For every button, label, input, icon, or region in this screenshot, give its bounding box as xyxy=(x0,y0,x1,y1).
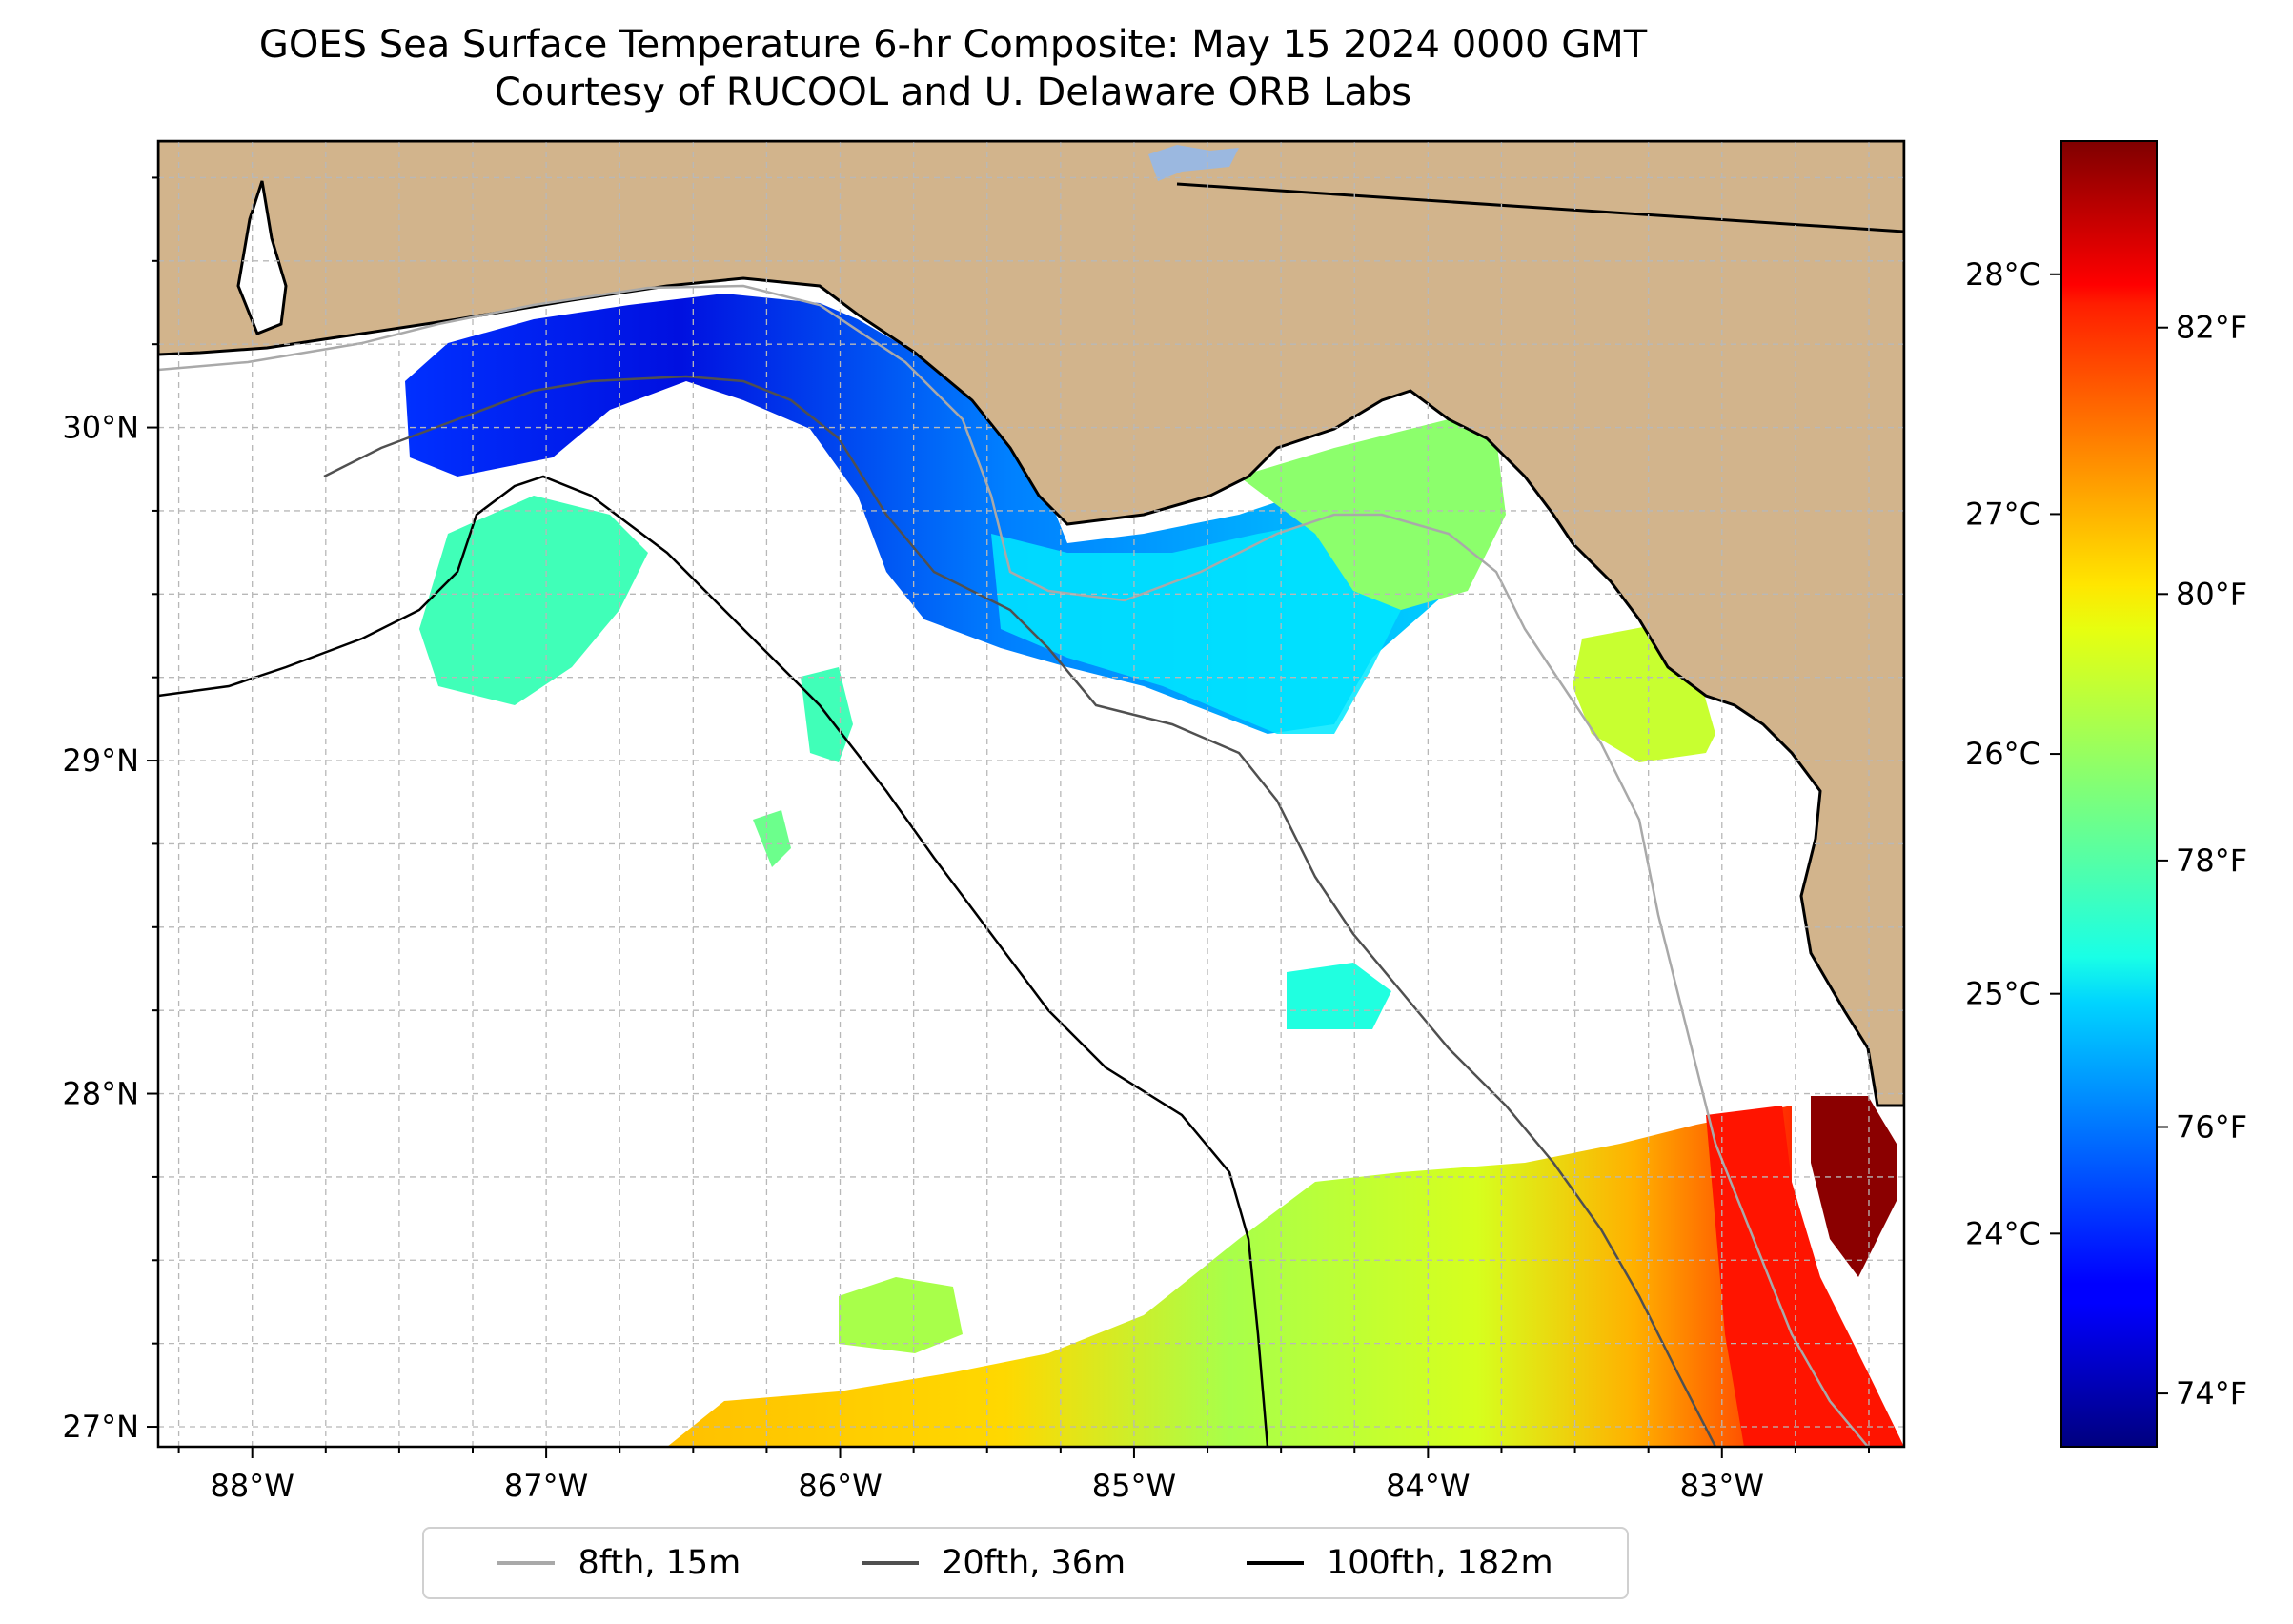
legend-item: 8fth, 15m xyxy=(497,1544,741,1582)
lon-tick-label: 84°W xyxy=(1386,1468,1470,1504)
legend-line-swatch xyxy=(1246,1561,1304,1565)
land xyxy=(158,141,1904,1107)
land-north xyxy=(158,141,1904,1107)
map-frame xyxy=(156,139,1906,1449)
sst-patch-mid-2 xyxy=(753,810,791,867)
colorbar-f-label: 80°F xyxy=(2176,576,2247,612)
colorbar-c-label: 27°C xyxy=(1965,496,2040,532)
colorbar-c-label: 28°C xyxy=(1965,256,2040,293)
lon-ticks: 88°W 87°W 86°W 85°W 84°W 83°W xyxy=(177,1447,1870,1504)
map-plot-area xyxy=(158,141,1904,1447)
title-line-1: GOES Sea Surface Temperature 6-hr Compos… xyxy=(258,23,1648,67)
sst-patch-south-green xyxy=(839,1277,963,1353)
colorbar-f-label: 78°F xyxy=(2176,842,2247,879)
colorbar-f-label: 82°F xyxy=(2176,310,2247,346)
legend-label: 20fth, 36m xyxy=(942,1544,1126,1582)
colorbar-f-label: 76°F xyxy=(2176,1108,2247,1145)
legend-item: 20fth, 36m xyxy=(862,1544,1126,1582)
isobath-20fth xyxy=(323,375,1717,1447)
isobaths xyxy=(158,284,1869,1447)
lat-tick-label: 29°N xyxy=(62,742,139,779)
legend-label: 100fth, 182m xyxy=(1326,1544,1553,1582)
colorbar-fahrenheit-ticks: 74°F 76°F 78°F 80°F 82°F xyxy=(2157,310,2247,1411)
lat-tick-label: 27°N xyxy=(62,1409,139,1445)
lon-tick-label: 83°W xyxy=(1680,1468,1764,1504)
legend: 8fth, 15m 20fth, 36m 100fth, 182m xyxy=(422,1527,1629,1599)
title-line-2: Courtesy of RUCOOL and U. Delaware ORB L… xyxy=(494,71,1412,114)
lon-tick-label: 85°W xyxy=(1092,1468,1176,1504)
legend-item: 100fth, 182m xyxy=(1246,1544,1553,1582)
legend-line-swatch xyxy=(862,1561,920,1565)
colorbar: 74°F 76°F 78°F 80°F 82°F 24°C 25°C 26°C 27°C 28°… xyxy=(1965,140,2247,1448)
lon-tick-label: 87°W xyxy=(504,1468,588,1504)
legend-line-swatch xyxy=(497,1561,556,1565)
legend-label: 8fth, 15m xyxy=(578,1544,741,1582)
sst-patch-tampa xyxy=(1706,1106,1904,1447)
sst-patch-cyan xyxy=(991,515,1430,734)
lat-tick-label: 30°N xyxy=(62,410,139,446)
land-mobile-bay xyxy=(236,180,288,335)
gridlines xyxy=(158,141,1904,1447)
lat-ticks: 27°N 28°N 29°N 30°N xyxy=(62,176,158,1445)
lon-tick-label: 88°W xyxy=(211,1468,294,1504)
sst-patch-tampa-bay xyxy=(1811,1096,1897,1277)
chart-title: GOES Sea Surface Temperature 6-hr Compos… xyxy=(152,21,1754,116)
state-border xyxy=(1176,182,1904,233)
colorbar-bar xyxy=(2060,140,2158,1448)
sst-patch-west-green xyxy=(419,496,648,705)
colorbar-c-label: 26°C xyxy=(1965,736,2040,772)
isobath-100fth xyxy=(158,475,1269,1447)
colorbar-f-label: 74°F xyxy=(2176,1375,2247,1411)
sst-patch-mid-3 xyxy=(1287,963,1391,1029)
lon-tick-label: 86°W xyxy=(798,1468,882,1504)
isobath-8fth xyxy=(158,284,1869,1447)
colorbar-celsius-ticks: 24°C 25°C 26°C 27°C 28°C xyxy=(1965,256,2061,1251)
land-lake xyxy=(1148,145,1239,181)
sst-patch-south-warm xyxy=(667,1106,1792,1447)
colorbar-c-label: 25°C xyxy=(1965,976,2040,1012)
lat-tick-label: 28°N xyxy=(62,1076,139,1112)
colorbar-c-label: 24°C xyxy=(1965,1215,2040,1251)
